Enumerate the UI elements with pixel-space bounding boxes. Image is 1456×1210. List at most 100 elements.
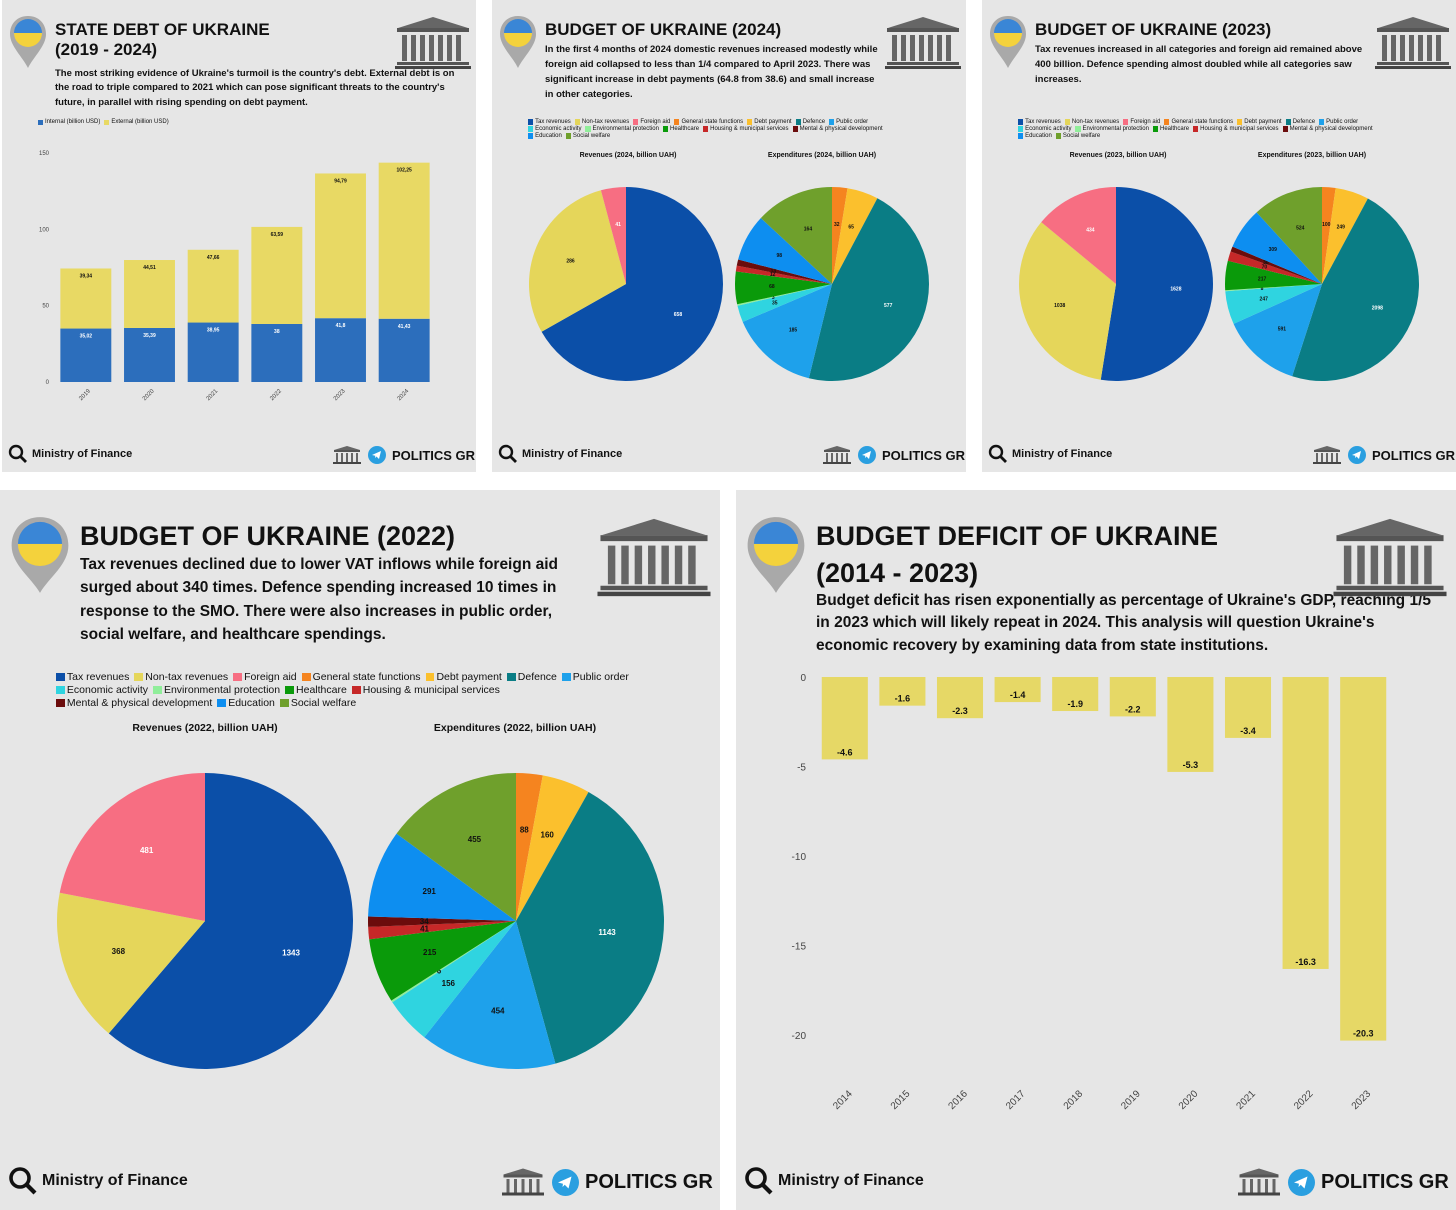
bar-internal: [60, 328, 112, 382]
x-tick-label: 2023: [333, 388, 347, 402]
y-tick-label: 0: [46, 380, 50, 386]
revenues-chart-title: Revenues (2023, billion UAH): [1069, 152, 1167, 159]
legend-swatch: [574, 119, 580, 125]
debt-legend: Internal (billion USD) External (billion…: [38, 119, 169, 125]
pie-label-mental-physical-development: 34: [420, 917, 429, 926]
telegram-icon[interactable]: [368, 446, 386, 464]
legend-item-tax-revenues: Tax revenues: [528, 119, 571, 125]
bar-label-internal: 38,95: [207, 328, 220, 334]
legend-swatch: [585, 126, 591, 132]
telegram-icon[interactable]: [552, 1168, 579, 1196]
bar-label-internal: 41,43: [398, 324, 411, 330]
x-tick-label: 2017: [1004, 1088, 1028, 1112]
x-tick-label: 2019: [78, 388, 92, 402]
legend-item-environmental-protection: Environmental protection: [585, 126, 659, 132]
pie-label-environmental-protection: 3: [772, 295, 775, 301]
x-tick-label: 2019: [1119, 1088, 1143, 1112]
legend-swatch: [233, 672, 243, 682]
bar-value-label: -4.6: [837, 747, 853, 757]
pie-label-healthcare: 215: [423, 948, 437, 957]
legend-swatch: [1064, 119, 1070, 125]
brand-label: POLITICS GR: [585, 1170, 713, 1193]
telegram-icon[interactable]: [1288, 1168, 1315, 1196]
bar-internal: [124, 327, 175, 382]
legend-swatch: [153, 685, 162, 695]
legend-item-housing-municipal-services: Housing & municipal services: [1193, 126, 1279, 132]
legend-item-defence: Defence: [795, 119, 825, 125]
legend-swatch: [1237, 119, 1243, 125]
state-debt-chart: 0 50 100 150 35,02 39,34 2019 35,39 44,51 2020 38,…: [39, 151, 430, 402]
legend-item-foreign-aid: Foreign aid: [233, 671, 297, 683]
pie-label-housing-municipal-services: 70: [1262, 264, 1268, 270]
x-tick-label: 2016: [946, 1088, 970, 1112]
legend-swatch: [1018, 133, 1024, 139]
legend-item-debt-payment: Debt payment: [425, 671, 502, 683]
pie-label-education: 309: [1269, 247, 1278, 253]
deficit-bar: [1109, 677, 1156, 717]
pie-slice-housing-municipal-services: [368, 921, 516, 940]
pie-label-education: 98: [776, 253, 782, 259]
legend-item-tax-revenues: Tax revenues: [1018, 119, 1061, 125]
description: The most striking evidence of Ukraine's …: [55, 68, 455, 108]
bar-label-internal: 35,02: [80, 334, 93, 340]
pie-label-economic-activity: 156: [442, 979, 456, 988]
pie-label-environmental-protection: 6: [437, 967, 442, 976]
legend-swatch: [528, 133, 534, 139]
source-label: Ministry of Finance: [522, 448, 623, 460]
legend-item-defence: Defence: [1285, 119, 1315, 125]
pie-label-housing-municipal-services: 41: [420, 924, 429, 933]
panel-budget-2022: BUDGET OF UKRAINE (2022) Tax revenues de…: [0, 490, 720, 1210]
legend-item-defence: Defence: [506, 671, 557, 683]
source-label: Ministry of Finance: [778, 1172, 924, 1189]
legend-swatch: [1193, 126, 1199, 132]
pie-slice-general-state-functions: [1322, 187, 1336, 284]
pie-slice-mental-physical-development: [1230, 246, 1322, 284]
pie-slice-healthcare: [735, 271, 832, 305]
pie-label-healthcare: 68: [769, 284, 775, 290]
y-tick-label: 50: [42, 304, 49, 310]
source-credit: Ministry of Finance: [498, 444, 622, 464]
telegram-icon[interactable]: [858, 446, 876, 464]
legend-swatch: [795, 119, 801, 125]
legend-item-non-tax-revenues: Non-tax revenues: [574, 119, 629, 125]
bar-internal: [315, 318, 366, 382]
legend-swatch: [1018, 119, 1024, 125]
legend-swatch: [1123, 119, 1129, 125]
map-pin-ukraine-flag-icon: [10, 16, 46, 68]
legend-item-economic-activity: Economic activity: [1018, 126, 1071, 132]
expenditures-chart-title: Expenditures (2024, billion UAH): [767, 152, 877, 159]
bar-value-label: -20.3: [1353, 1029, 1374, 1039]
panel-budget-2023: BUDGET OF UKRAINE (2023) Tax revenues in…: [982, 0, 1456, 472]
bar-value-label: -2.2: [1125, 704, 1141, 714]
pie-label-tax-revenues: 1628: [1170, 286, 1181, 292]
x-tick-label: 2020: [1177, 1088, 1201, 1112]
legend-swatch: [528, 119, 534, 125]
pie-slice-defence: [1292, 198, 1419, 381]
pie-label-public-order: 591: [1278, 327, 1287, 333]
legend-swatch: [1055, 133, 1061, 139]
legend-swatch: [134, 672, 144, 682]
deficit-bar: [1282, 677, 1329, 969]
pie-slice-healthcare: [369, 921, 516, 1001]
pie-slice-environmental-protection: [391, 921, 516, 1003]
pie-slice-tax-revenues: [108, 773, 353, 1069]
panel-state-debt: STATE DEBT OF UKRAINE (2019 - 2024) The m…: [2, 0, 476, 472]
legend-item-social-welfare: Social welfare: [565, 133, 610, 139]
bar-label-internal: 38: [274, 329, 280, 335]
brand: POLITICS GR: [1312, 445, 1455, 465]
pie-label-environmental-protection: 8: [1261, 286, 1264, 292]
pie-label-public-order: 454: [491, 1007, 505, 1016]
pie-label-tax-revenues: 658: [674, 312, 683, 318]
pie-slice-social-welfare: [396, 773, 516, 921]
revenues-chart-title: Revenues (2024, billion UAH): [579, 152, 677, 159]
telegram-icon[interactable]: [1348, 446, 1366, 464]
pie-slice-foreign-aid: [1041, 187, 1116, 284]
pie-label-general-state-functions: 100: [1322, 222, 1331, 228]
source-credit: Ministry of Finance: [744, 1166, 924, 1196]
legend-item-healthcare: Healthcare: [662, 126, 699, 132]
temple-icon: [1333, 518, 1447, 597]
pie-label-debt-payment: 249: [1337, 225, 1346, 231]
legend-swatch: [217, 698, 227, 708]
pie-slice-public-order: [742, 284, 832, 379]
